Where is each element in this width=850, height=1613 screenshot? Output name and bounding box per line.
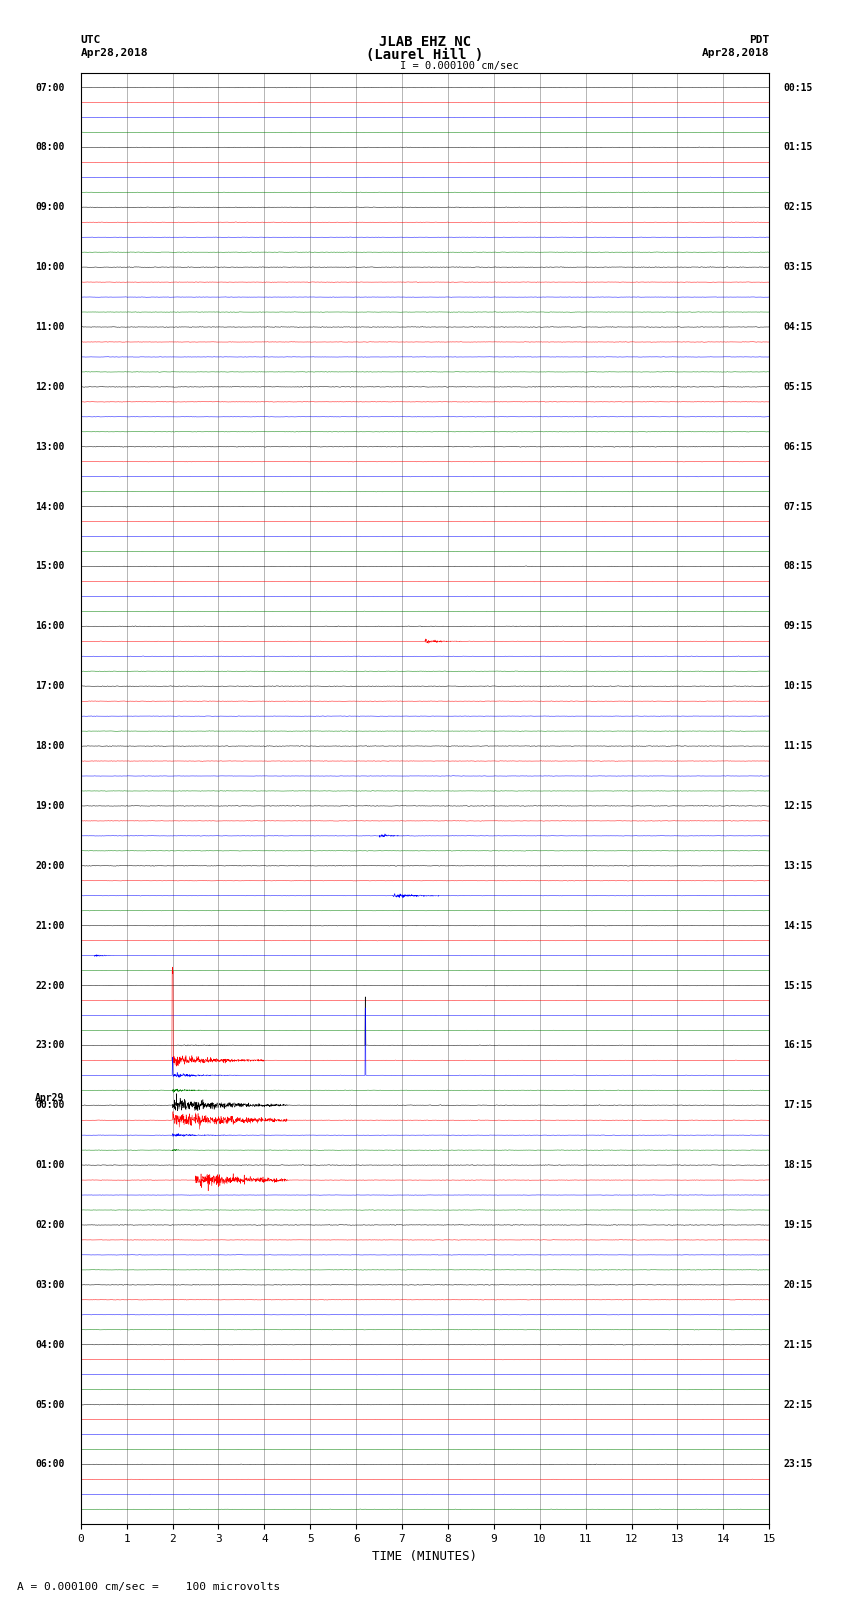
Text: 08:15: 08:15 (783, 561, 813, 571)
Text: 04:00: 04:00 (36, 1340, 65, 1350)
Text: 18:00: 18:00 (36, 740, 65, 752)
Text: (Laurel Hill ): (Laurel Hill ) (366, 48, 484, 63)
Text: 15:00: 15:00 (36, 561, 65, 571)
X-axis label: TIME (MINUTES): TIME (MINUTES) (372, 1550, 478, 1563)
Text: 01:15: 01:15 (783, 142, 813, 152)
Text: 05:15: 05:15 (783, 382, 813, 392)
Text: 11:15: 11:15 (783, 740, 813, 752)
Text: 06:15: 06:15 (783, 442, 813, 452)
Text: 22:00: 22:00 (36, 981, 65, 990)
Text: Apr28,2018: Apr28,2018 (702, 48, 769, 58)
Text: 12:15: 12:15 (783, 802, 813, 811)
Text: 21:00: 21:00 (36, 921, 65, 931)
Text: 03:00: 03:00 (36, 1279, 65, 1290)
Text: 19:00: 19:00 (36, 802, 65, 811)
Text: 14:00: 14:00 (36, 502, 65, 511)
Text: 20:15: 20:15 (783, 1279, 813, 1290)
Text: 07:00: 07:00 (36, 82, 65, 92)
Text: 03:15: 03:15 (783, 263, 813, 273)
Text: 13:15: 13:15 (783, 861, 813, 871)
Text: JLAB EHZ NC: JLAB EHZ NC (379, 35, 471, 50)
Text: 17:15: 17:15 (783, 1100, 813, 1110)
Text: UTC: UTC (81, 35, 101, 45)
Text: 07:15: 07:15 (783, 502, 813, 511)
Text: 19:15: 19:15 (783, 1219, 813, 1231)
Text: Apr28,2018: Apr28,2018 (81, 48, 148, 58)
Text: 16:00: 16:00 (36, 621, 65, 631)
Text: 01:00: 01:00 (36, 1160, 65, 1169)
Text: 17:00: 17:00 (36, 681, 65, 692)
Text: 22:15: 22:15 (783, 1400, 813, 1410)
Text: A = 0.000100 cm/sec =    100 microvolts: A = 0.000100 cm/sec = 100 microvolts (17, 1582, 280, 1592)
Text: 20:00: 20:00 (36, 861, 65, 871)
Text: 04:15: 04:15 (783, 323, 813, 332)
Text: I = 0.000100 cm/sec: I = 0.000100 cm/sec (400, 61, 518, 71)
Text: 18:15: 18:15 (783, 1160, 813, 1169)
Text: 06:00: 06:00 (36, 1460, 65, 1469)
Text: PDT: PDT (749, 35, 769, 45)
Text: 00:00: 00:00 (36, 1100, 65, 1110)
Text: Apr29: Apr29 (36, 1092, 65, 1103)
Text: 23:15: 23:15 (783, 1460, 813, 1469)
Text: 23:00: 23:00 (36, 1040, 65, 1050)
Text: 08:00: 08:00 (36, 142, 65, 152)
Text: 05:00: 05:00 (36, 1400, 65, 1410)
Text: 02:15: 02:15 (783, 202, 813, 213)
Text: 14:15: 14:15 (783, 921, 813, 931)
Text: 16:15: 16:15 (783, 1040, 813, 1050)
Text: 21:15: 21:15 (783, 1340, 813, 1350)
Text: 10:00: 10:00 (36, 263, 65, 273)
Text: 11:00: 11:00 (36, 323, 65, 332)
Text: 13:00: 13:00 (36, 442, 65, 452)
Text: 12:00: 12:00 (36, 382, 65, 392)
Text: 09:00: 09:00 (36, 202, 65, 213)
Text: 10:15: 10:15 (783, 681, 813, 692)
Text: 15:15: 15:15 (783, 981, 813, 990)
Text: 02:00: 02:00 (36, 1219, 65, 1231)
Text: 00:15: 00:15 (783, 82, 813, 92)
Text: 09:15: 09:15 (783, 621, 813, 631)
